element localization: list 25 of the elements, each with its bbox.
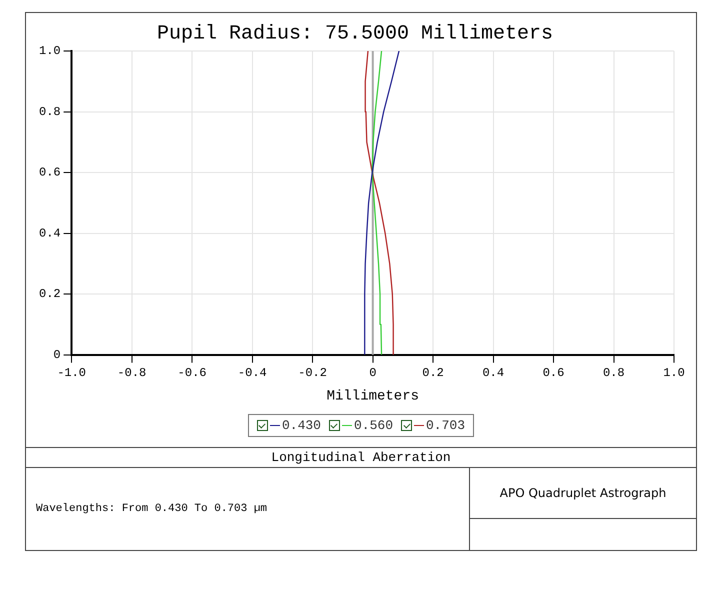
y-tick-label: 1.0	[38, 44, 61, 58]
x-tick-label: -0.6	[178, 366, 206, 380]
x-tick-label: 0	[369, 366, 376, 380]
chart-title: Pupil Radius: 75.5000 Millimeters	[156, 22, 554, 46]
y-tick-label: 0.8	[38, 104, 61, 119]
y-tick-label: 0.6	[38, 166, 61, 180]
x-tick-label: 0.2	[422, 366, 444, 380]
legend-label: 0.703	[426, 418, 466, 433]
y-tick-label: 0.2	[38, 287, 61, 302]
x-tick-label: -0.4	[238, 366, 267, 380]
legend-label: 0.430	[282, 418, 321, 433]
text: Wavelengths: From 0.430 To 0.703 µm	[35, 502, 268, 517]
x-tick-label: 0.4	[482, 366, 504, 380]
x-tick-label: 0.6	[542, 366, 564, 380]
x-tick-label: -0.8	[117, 366, 146, 380]
text: APO Quadruplet Astrograph	[470, 468, 696, 519]
y-tick-label: 0	[53, 348, 61, 362]
x-axis-title: Millimeters	[326, 388, 420, 404]
legend-label: 0.560	[354, 418, 393, 433]
text: Longitudinal Aberration	[26, 447, 696, 468]
y-tick-label: 0.4	[38, 226, 61, 240]
x-tick-label: -0.2	[298, 366, 327, 380]
x-tick-label: -1.0	[57, 366, 86, 380]
x-tick-label: 1.0	[663, 366, 685, 380]
x-tick-label: 0.8	[602, 366, 625, 380]
